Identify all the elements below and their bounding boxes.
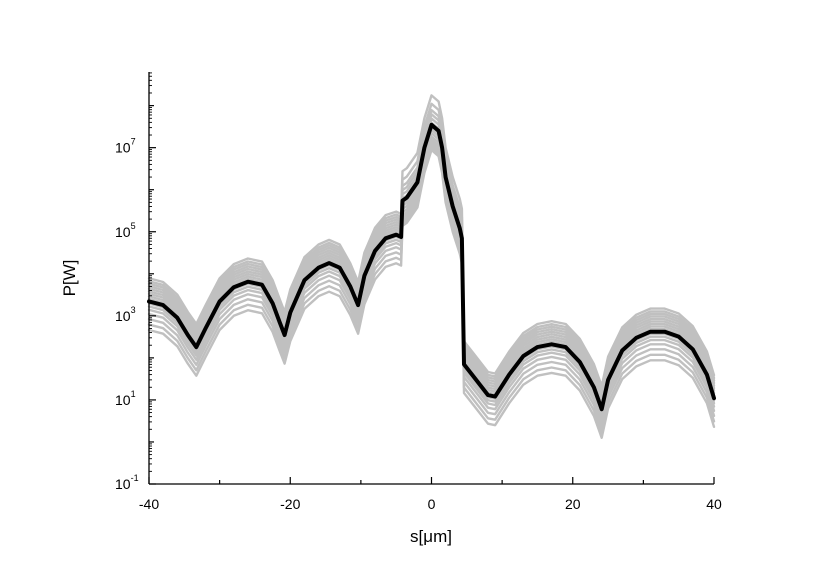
x-tick-label: -20 bbox=[280, 496, 300, 512]
shot-line bbox=[147, 148, 716, 439]
y-tick-label: 107 bbox=[115, 137, 136, 156]
x-tick-label: 40 bbox=[706, 496, 722, 512]
mean-series bbox=[147, 122, 716, 412]
mean-line bbox=[147, 122, 716, 412]
y-tick-label: 103 bbox=[115, 305, 136, 324]
x-tick-label: -40 bbox=[139, 496, 159, 512]
shot-line bbox=[147, 117, 716, 398]
y-tick-label: 101 bbox=[115, 389, 136, 408]
shots-band bbox=[147, 94, 716, 439]
y-tick-label: 105 bbox=[115, 221, 136, 240]
y-tick-labels: 10-1 101 103 105 107 bbox=[115, 137, 139, 492]
y-axis-title: P[W] bbox=[60, 260, 79, 297]
axes bbox=[148, 72, 715, 485]
x-tick-label: 20 bbox=[565, 496, 581, 512]
x-tick-label: 0 bbox=[428, 496, 436, 512]
x-tick-labels: -40 -20 0 20 40 bbox=[139, 496, 722, 512]
x-axis-title: s[μm] bbox=[410, 527, 452, 546]
y-tick-label: 10-1 bbox=[115, 473, 139, 492]
